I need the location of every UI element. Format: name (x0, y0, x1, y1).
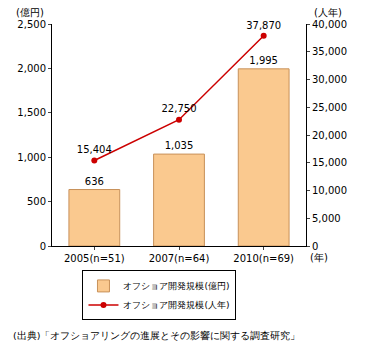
svg-text:15,404: 15,404 (77, 144, 112, 155)
svg-text:37,870: 37,870 (246, 20, 281, 31)
svg-text:35,000: 35,000 (312, 46, 347, 57)
svg-text:40,000: 40,000 (312, 19, 347, 30)
svg-text:(億円): (億円) (16, 7, 44, 18)
svg-text:0: 0 (312, 241, 318, 252)
svg-text:636: 636 (85, 176, 104, 187)
svg-text:2010(n=69): 2010(n=69) (233, 253, 294, 264)
svg-text:30,000: 30,000 (312, 74, 347, 85)
svg-text:15,000: 15,000 (312, 157, 347, 168)
svg-text:1,000: 1,000 (17, 152, 46, 163)
svg-text:10,000: 10,000 (312, 185, 347, 196)
svg-text:0: 0 (40, 241, 46, 252)
svg-text:(人年): (人年) (314, 7, 342, 18)
svg-text:オフショア開発規模(人年): オフショア開発規模(人年) (123, 300, 229, 310)
svg-text:1,500: 1,500 (17, 107, 46, 118)
svg-text:1,035: 1,035 (165, 140, 194, 151)
svg-text:2005(n=51): 2005(n=51) (64, 253, 125, 264)
svg-text:500: 500 (27, 196, 46, 207)
svg-text:1,995: 1,995 (249, 55, 278, 66)
svg-text:20,000: 20,000 (312, 130, 347, 141)
svg-text:(年): (年) (310, 252, 328, 263)
svg-text:22,750: 22,750 (162, 103, 197, 114)
svg-text:2,500: 2,500 (17, 19, 46, 30)
svg-text:5,000: 5,000 (312, 213, 341, 224)
svg-text:(出典)「オフショアリングの進展とその影響に関する調査研究」: (出典)「オフショアリングの進展とその影響に関する調査研究」 (13, 330, 300, 341)
svg-text:オフショア開発規模(億円): オフショア開発規模(億円) (123, 281, 229, 291)
svg-text:25,000: 25,000 (312, 102, 347, 113)
svg-text:2,000: 2,000 (17, 63, 46, 74)
svg-text:2007(n=64): 2007(n=64) (149, 253, 210, 264)
